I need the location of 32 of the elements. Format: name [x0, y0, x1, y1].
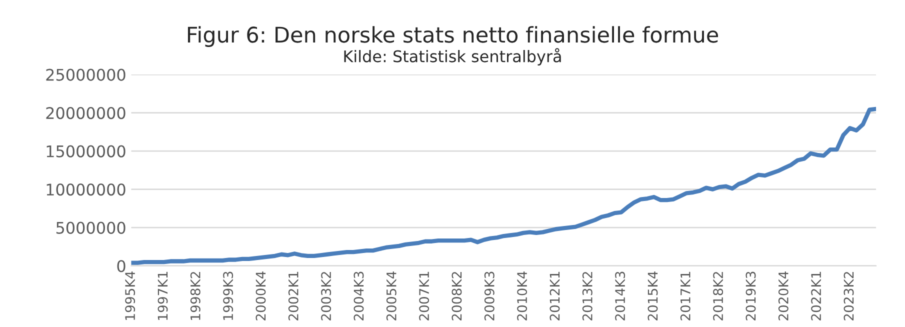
x-tick-label: 2008K2 [452, 272, 462, 320]
x-tick-label: 2010K4 [517, 271, 528, 320]
x-tick-label: 2000K4 [256, 271, 266, 320]
x-tick-label: 2014K3 [615, 272, 626, 320]
x-tick-label: 2012K1 [550, 272, 560, 320]
y-tick-label: 0 [117, 260, 126, 272]
y-tick-label: 20000000 [46, 107, 126, 120]
x-tick-label: 2013K2 [582, 272, 592, 320]
x-tick-label: 2004K3 [354, 272, 364, 320]
x-tick-label: 2023K2 [844, 272, 854, 320]
x-tick-label: 2007K1 [419, 272, 430, 320]
line-series [131, 106, 876, 265]
y-tick-label: 5000000 [56, 222, 126, 234]
x-tick-label: 2018K2 [713, 272, 724, 320]
x-tick-label: 2005K4 [386, 271, 396, 320]
chart-title: Figur 6: Den norske stats netto finansielle formue [188, 26, 718, 47]
x-tick-label: 2002K1 [288, 272, 298, 320]
x-tick-label: 2019K3 [746, 272, 756, 320]
x-tick-label: 2022K1 [811, 272, 822, 320]
x-tick-label: 2009K3 [484, 272, 494, 320]
x-tick-label: 1999K3 [223, 272, 234, 320]
x-tick-label: 2015K4 [648, 271, 658, 320]
chart-subtitle: Kilde: Statistisk sentralbyrå [344, 48, 561, 66]
x-tick-label: 1998K2 [190, 272, 200, 320]
y-tick-label: 10000000 [46, 184, 126, 196]
x-tick-label: 2017K1 [680, 272, 690, 320]
y-tick-label: 15000000 [46, 145, 126, 158]
x-tick-label: 2003K2 [321, 272, 332, 320]
x-tick-label: 1995K4 [125, 271, 136, 320]
x-tick-label: 1997K1 [158, 272, 168, 320]
x-tick-label: 2020K4 [778, 271, 788, 320]
y-tick-label: 25000000 [46, 68, 126, 81]
